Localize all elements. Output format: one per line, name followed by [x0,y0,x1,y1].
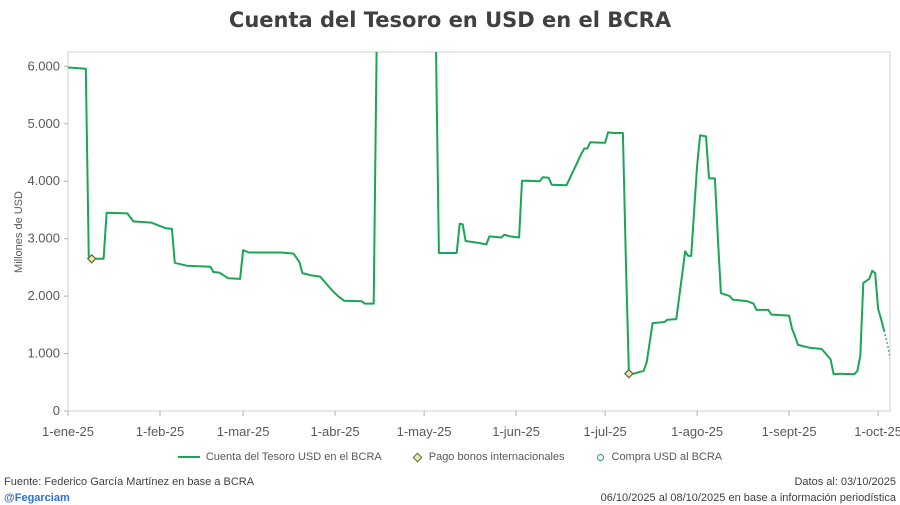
series-line-cuenta-tesoro [68,52,886,376]
marker-pago-bonos [623,368,634,379]
y-tick-label: 6.000 [27,58,60,73]
marker-pago-bonos [86,253,97,264]
x-tick-label: 1-mar-25 [217,424,270,439]
circle-marker-icon [596,453,604,461]
footer-source: Fuente: Federico García Martínez en base… [4,474,254,505]
chart-legend: Cuenta del Tesoro USD en el BCRA Pago bo… [0,448,900,466]
footer-dates: Datos al: 03/10/2025 06/10/2025 al 08/10… [601,474,896,505]
date-note: Datos al: 03/10/2025 [794,476,896,488]
y-tick-label: 1.000 [27,346,60,361]
legend-label-compra-usd: Compra USD al BCRA [611,451,723,463]
y-tick-label: 5.000 [27,116,60,131]
x-tick-label: 1-sept-25 [762,424,817,439]
legend-label-pago-bonos: Pago bonos internacionales [428,451,565,463]
y-tick-label: 2.000 [27,288,60,303]
source-text: Fuente: Federico García Martínez en base… [4,476,255,488]
x-tick-label: 1-jul-25 [583,424,626,439]
legend-line-swatch [177,456,200,458]
x-tick-label: 1-ene-25 [42,424,94,439]
y-axis-label: Millones de USD [13,191,25,273]
x-tick-label: 1-may-25 [397,424,452,439]
chart-title: Cuenta del Tesoro en USD en el BCRA [228,8,672,32]
period-note: 06/10/2025 al 08/10/2025 en base a infor… [600,492,896,504]
y-tick-label: 0 [53,403,60,418]
y-axis-ticks: 0 1.000 2.000 3.000 4.000 5.000 6.000 [27,58,68,418]
series-layer [68,52,890,376]
author-handle[interactable]: @Fegarciam [4,492,70,504]
x-tick-label: 1-oct-25 [854,424,900,439]
y-tick-label: 3.000 [27,231,60,246]
legend-item-compra-usd: Compra USD al BCRA [596,451,723,463]
diamond-marker-icon [412,452,423,462]
x-tick-label: 1-abr-25 [311,424,360,439]
x-tick-label: 1-ago-25 [671,424,723,439]
marker-layer [86,253,634,379]
x-tick-label: 1-jun-25 [492,424,540,439]
legend-item-pago-bonos: Pago bonos internacionales [412,451,565,463]
y-tick-label: 4.000 [27,173,60,188]
x-tick-label: 1-feb-25 [136,424,184,439]
legend-label-cuenta: Cuenta del Tesoro USD en el BCRA [205,451,382,463]
x-axis-ticks: 1-ene-25 1-feb-25 1-mar-25 1-abr-25 1-may-25… [42,411,900,439]
legend-item-cuenta: Cuenta del Tesoro USD en el BCRA [177,451,382,463]
plot-area [67,51,891,412]
